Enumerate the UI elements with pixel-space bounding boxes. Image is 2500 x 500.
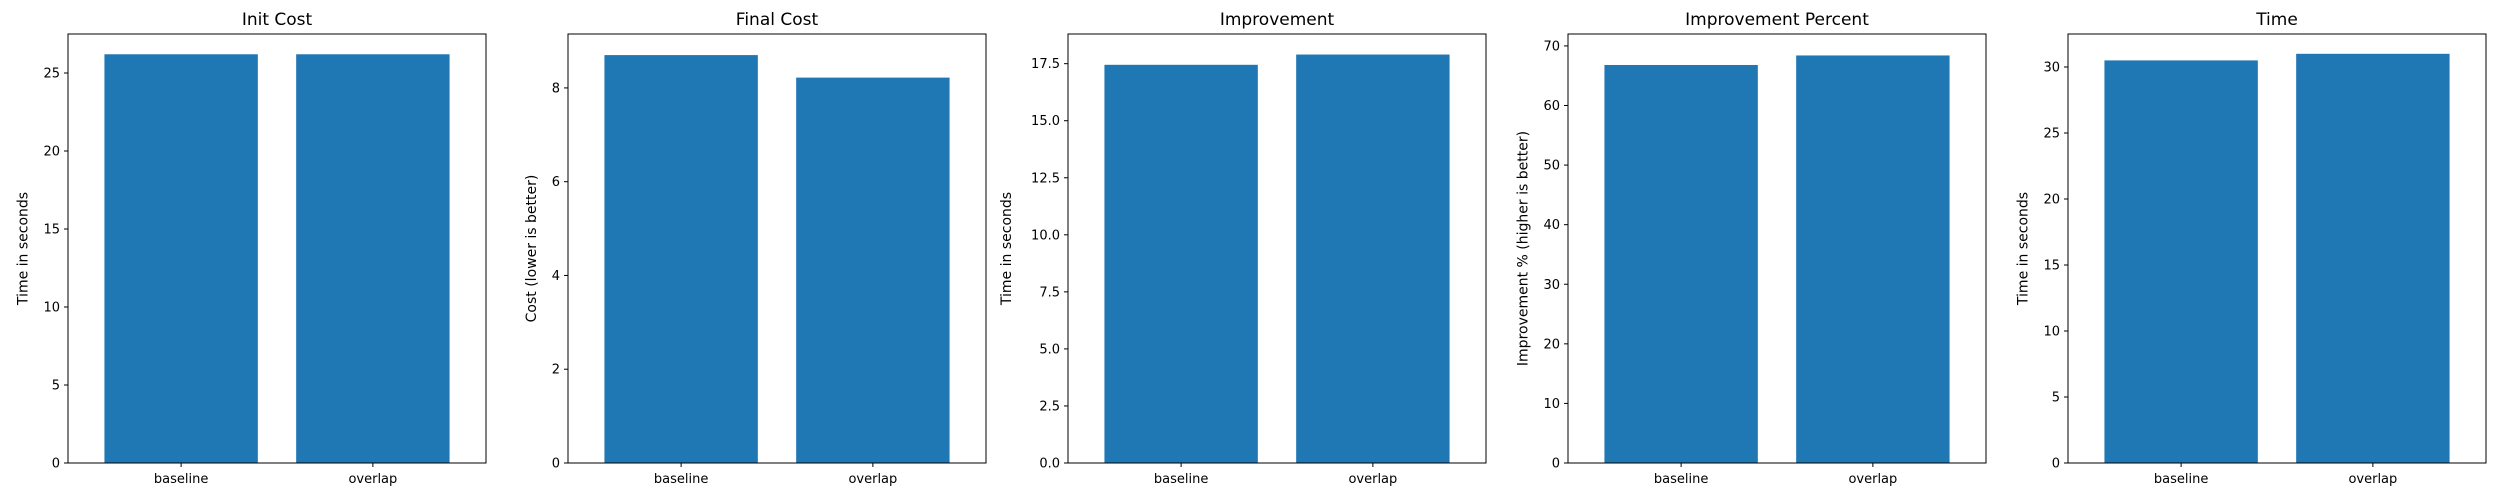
y-tick-label: 5 [52, 379, 60, 394]
y-tick-label: 5 [2052, 391, 2060, 406]
y-tick-label: 10 [2043, 325, 2060, 340]
y-tick-label: 15.0 [1031, 114, 1060, 129]
x-tick-label: baseline [1154, 472, 1208, 487]
subplot-3: baseline overlap 0.0 2.5 5.0 7.5 10.0 12.5 15.0 1… [999, 10, 1487, 487]
axes-frame [1067, 33, 1487, 464]
x-tick-label: baseline [1654, 472, 1708, 487]
x-tick-label: overlap [1348, 472, 1397, 487]
subplot-2: baseline overlap 0 2 4 6 8 Final Cost Cost (lowe… [524, 10, 987, 487]
subplot-1: baseline overlap 0 5 10 15 20 25 Init Cost Time i… [16, 10, 487, 487]
y-tick-label: 7.5 [1039, 285, 1060, 300]
bar-baseline [1104, 64, 1258, 464]
y-tick-label: 20 [1543, 337, 1560, 352]
y-tick-label: 8 [552, 81, 560, 96]
y-tick-label: 15 [2043, 259, 2060, 274]
bar-overlap [1296, 54, 1450, 464]
x-tick-label: overlap [348, 472, 397, 487]
chart-title: Improvement [1220, 10, 1335, 30]
y-axis-label: Improvement % (higher is better) [1516, 131, 1532, 366]
y-tick-label: 2 [552, 363, 560, 378]
bar-overlap [1796, 55, 1950, 463]
x-tick-label: overlap [2348, 472, 2397, 487]
x-tick-label: baseline [654, 472, 708, 487]
y-tick-label: 20 [2043, 193, 2060, 208]
y-tick-label: 70 [1543, 39, 1560, 54]
y-tick-label: 0 [1552, 457, 1560, 472]
y-tick-label: 5.0 [1039, 342, 1060, 357]
x-tick-label: baseline [154, 472, 208, 487]
y-tick-label: 4 [552, 269, 560, 284]
y-tick-label: 30 [1543, 278, 1560, 293]
y-tick-label: 10 [43, 301, 60, 316]
y-axis-label: Time in seconds [16, 192, 32, 306]
y-tick-label: 6 [552, 175, 560, 190]
y-tick-label: 0 [52, 457, 60, 472]
y-tick-label: 12.5 [1031, 171, 1060, 186]
subplot-5: baseline overlap 0 5 10 15 20 25 30 Time Time in s… [2016, 10, 2487, 487]
y-axis-label: Time in seconds [2016, 192, 2032, 306]
y-axis-label: Time in seconds [999, 192, 1015, 306]
bar-overlap [296, 54, 450, 463]
subplot-4: baseline overlap 0 10 20 30 40 50 60 70 Improvemen… [1516, 10, 1987, 487]
y-tick-label: 17.5 [1031, 57, 1060, 72]
bar-baseline [2104, 60, 2258, 464]
y-tick-label: 60 [1543, 99, 1560, 114]
y-tick-label: 0 [2052, 457, 2060, 472]
y-tick-label: 25 [2043, 127, 2060, 142]
chart-title: Time [2255, 10, 2298, 30]
bar-baseline [104, 54, 258, 463]
y-tick-label: 30 [2043, 61, 2060, 76]
y-axis-label: Cost (lower is better) [524, 175, 540, 323]
y-tick-label: 2.5 [1039, 399, 1060, 414]
chart-title: Improvement Percent [1685, 10, 1869, 30]
axes-frame [2067, 33, 2487, 464]
y-tick-label: 0 [552, 457, 560, 472]
x-tick-label: overlap [848, 472, 897, 487]
bar-baseline [604, 55, 758, 464]
y-tick-label: 15 [43, 223, 60, 238]
chart-title: Init Cost [242, 10, 313, 30]
y-tick-label: 40 [1543, 218, 1560, 233]
x-tick-label: overlap [1848, 472, 1897, 487]
bar-overlap [2296, 53, 2450, 464]
y-tick-label: 25 [43, 67, 60, 82]
x-tick-label: baseline [2154, 472, 2208, 487]
y-tick-label: 10.0 [1031, 228, 1060, 243]
bar-overlap [796, 77, 950, 464]
chart-title: Final Cost [736, 10, 819, 30]
bar-baseline [1604, 64, 1758, 463]
y-tick-label: 20 [43, 145, 60, 160]
axes-frame [67, 33, 487, 464]
y-tick-label: 0.0 [1039, 457, 1060, 472]
axes-frame [1567, 33, 1987, 464]
y-tick-label: 50 [1543, 159, 1560, 174]
y-tick-label: 10 [1543, 397, 1560, 412]
axes-frame [567, 33, 987, 464]
